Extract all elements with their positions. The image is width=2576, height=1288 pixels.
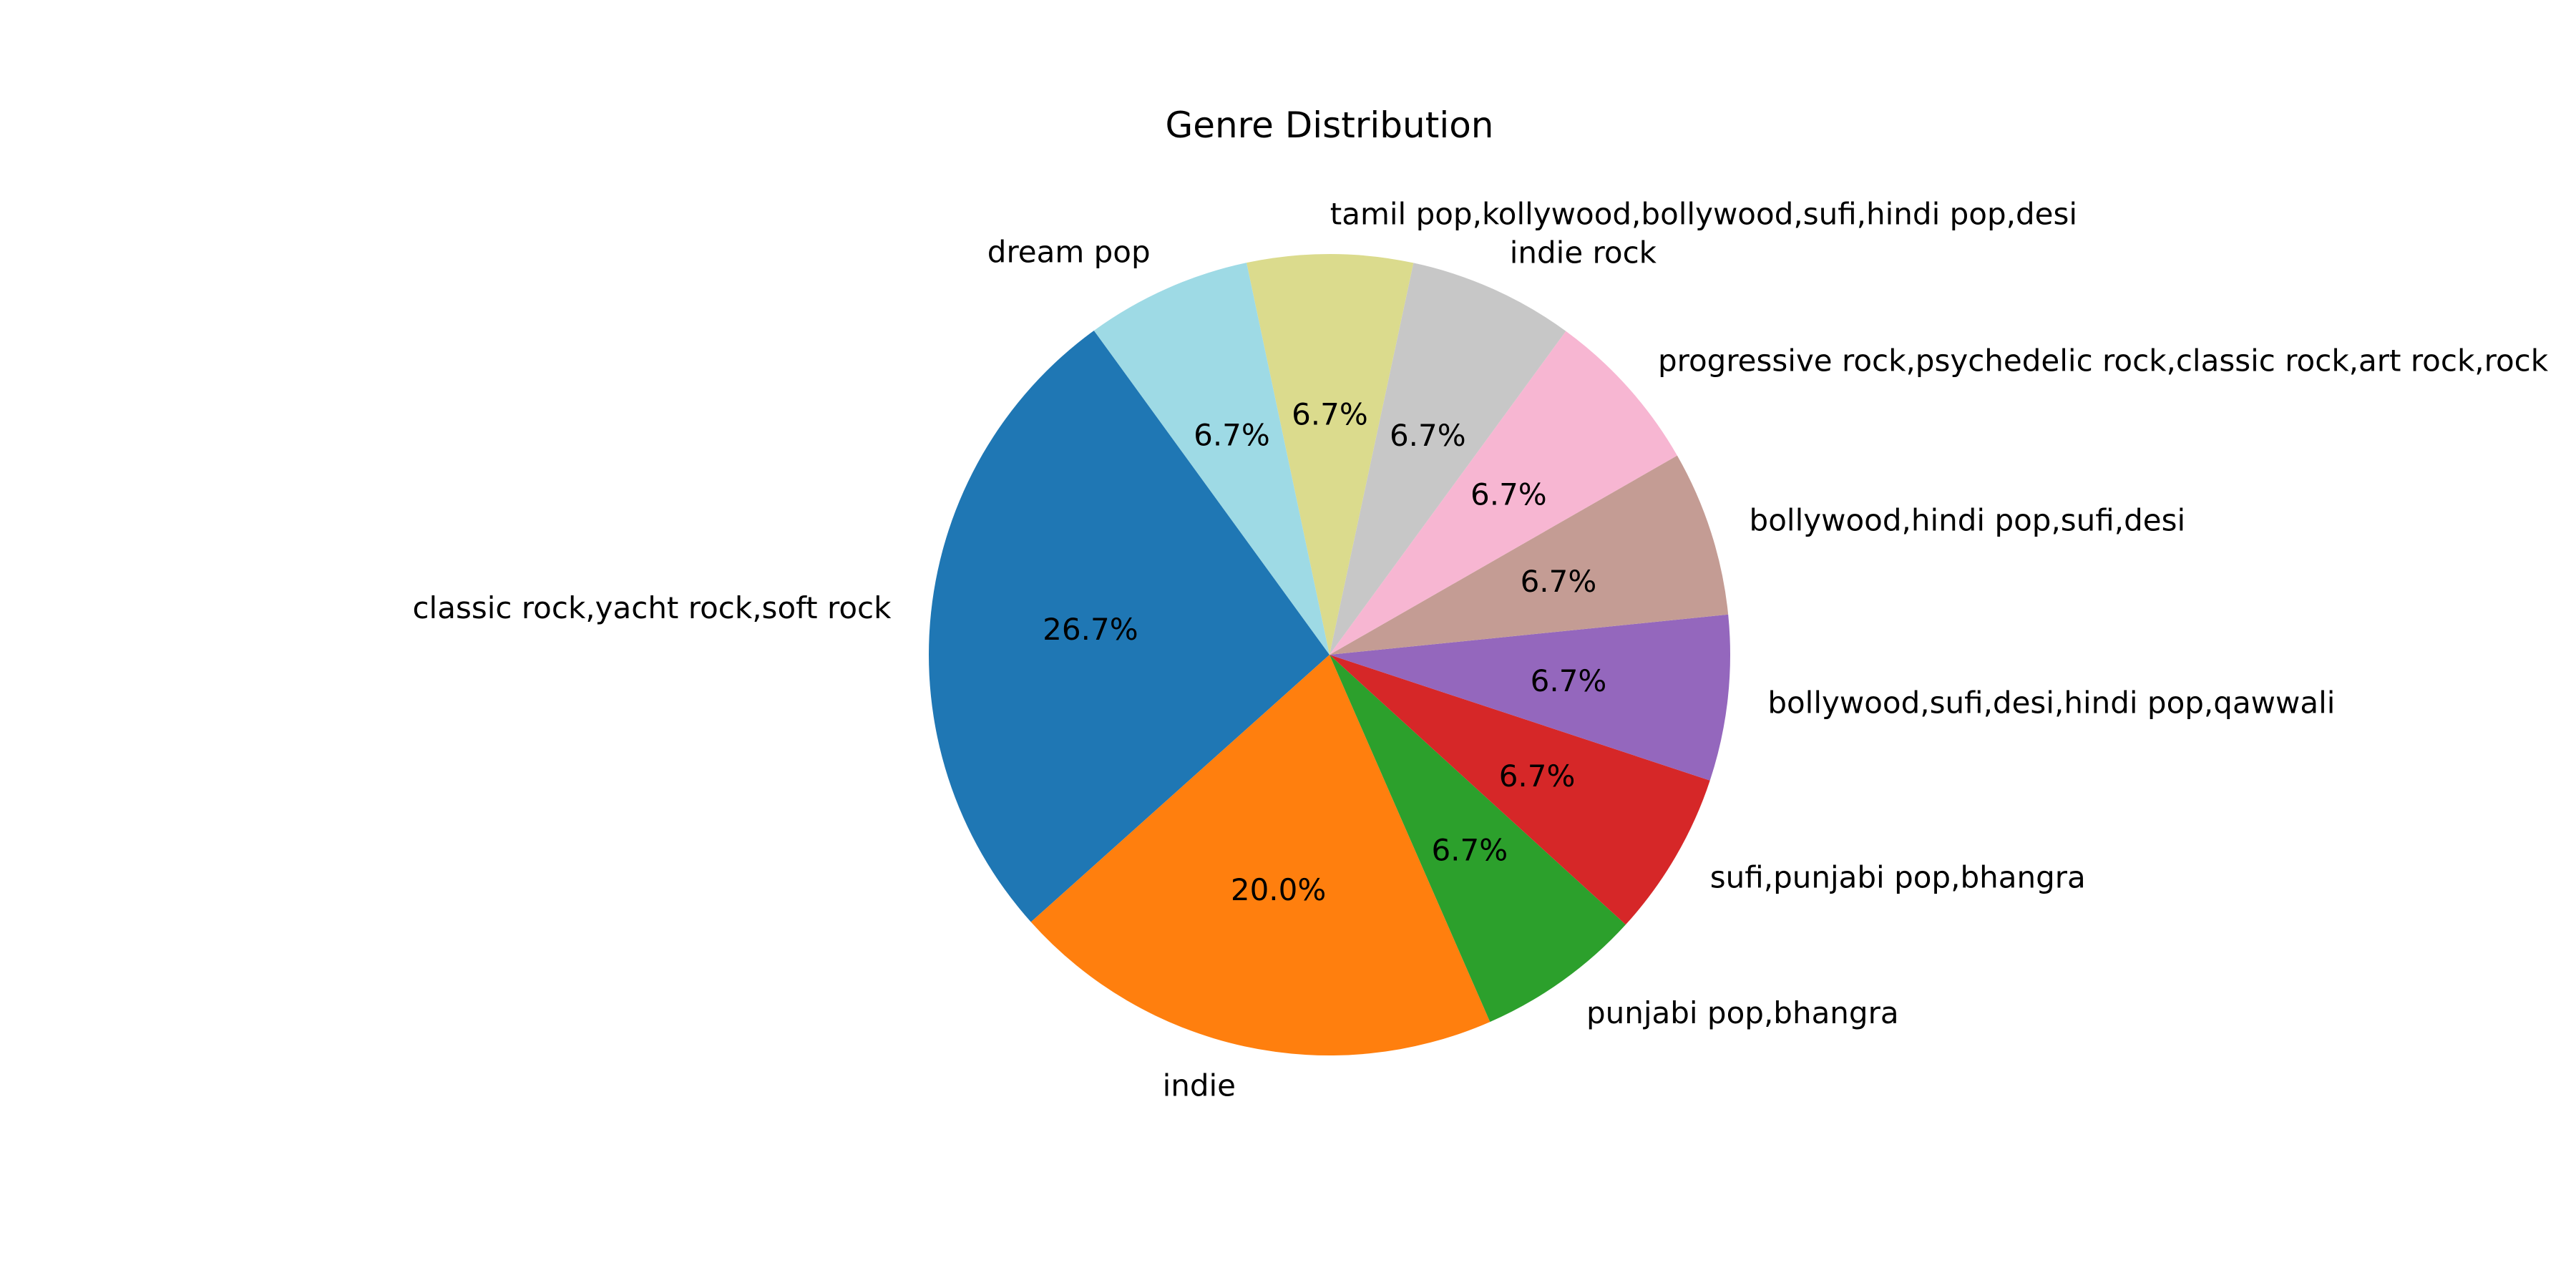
pct-label-sufi-punjabi-pop-bhangra: 6.7%	[1499, 758, 1576, 794]
pct-label-bollywood-hindi-pop-sufi-desi: 6.7%	[1521, 564, 1597, 599]
pct-label-tamil-pop-kollywood-bollywood-sufi-hindi-pop-desi: 6.7%	[1292, 397, 1368, 432]
slice-label-indie-rock: indie rock	[1510, 235, 1657, 270]
slice-labels: classic rock,yacht rock,soft rock indie pu…	[412, 197, 2548, 1103]
slice-label-sufi-punjabi-pop-bhangra: sufi,punjabi pop,bhangra	[1710, 859, 2086, 894]
pie-slice-progressive-rock-psychedelic-rock-classic-rock-art-rock-rock	[1330, 331, 1677, 655]
pct-label-progressive-rock-psychedelic-rock-classic-rock-art-rock-rock: 6.7%	[1470, 477, 1547, 512]
slice-label-progressive-rock-psychedelic-rock-classic-rock-art-rock-rock: progressive rock,psychedelic rock,classi…	[1658, 343, 2549, 379]
pct-label-dream-pop: 6.7%	[1194, 417, 1270, 452]
pct-label-bollywood-sufi-desi-hindi-pop-qawwali: 6.7%	[1531, 663, 1607, 698]
slice-label-classic-rock-yacht-rock-soft-rock: classic rock,yacht rock,soft rock	[412, 590, 892, 625]
slice-label-indie: indie	[1163, 1068, 1236, 1103]
pie-slices	[928, 254, 1730, 1055]
pie-slice-punjabi-pop-bhangra	[1330, 655, 1626, 1023]
slice-label-bollywood-hindi-pop-sufi-desi: bollywood,hindi pop,sufi,desi	[1750, 502, 2186, 537]
pct-label-punjabi-pop-bhangra: 6.7%	[1431, 833, 1508, 868]
pie-slice-bollywood-sufi-desi-hindi-pop-qawwali	[1330, 614, 1730, 781]
slice-label-bollywood-sufi-desi-hindi-pop-qawwali: bollywood,sufi,desi,hindi pop,qawwali	[1767, 686, 2335, 721]
pie-slice-bollywood-hindi-pop-sufi-desi	[1330, 455, 1729, 655]
pie-slice-classic-rock-yacht-rock-soft-rock	[928, 330, 1330, 922]
pct-label-classic-rock-yacht-rock-soft-rock: 26.7%	[1043, 612, 1138, 647]
pie-slice-indie	[1030, 655, 1491, 1055]
pie-slice-indie-rock	[1330, 263, 1566, 655]
slice-label-tamil-pop-kollywood-bollywood-sufi-hindi-pop-desi: tamil pop,kollywood,bollywood,sufi,hindi…	[1330, 197, 2077, 232]
pct-label-indie-rock: 6.7%	[1390, 418, 1466, 453]
slice-label-punjabi-pop-bhangra: punjabi pop,bhangra	[1586, 995, 1899, 1030]
pie-slice-dream-pop	[1093, 263, 1330, 655]
pie-slice-sufi-punjabi-pop-bhangra	[1330, 655, 1710, 925]
pct-label-indie: 20.0%	[1231, 872, 1326, 907]
pie-slice-tamil-pop-kollywood-bollywood-sufi-hindi-pop-desi	[1246, 254, 1414, 655]
slice-label-dream-pop: dream pop	[987, 235, 1151, 270]
percentage-labels: 26.7%20.0%6.7%6.7%6.7%6.7%6.7%6.7%6.7%6.…	[1043, 397, 1606, 907]
chart-title: Genre Distribution	[1165, 104, 1493, 146]
